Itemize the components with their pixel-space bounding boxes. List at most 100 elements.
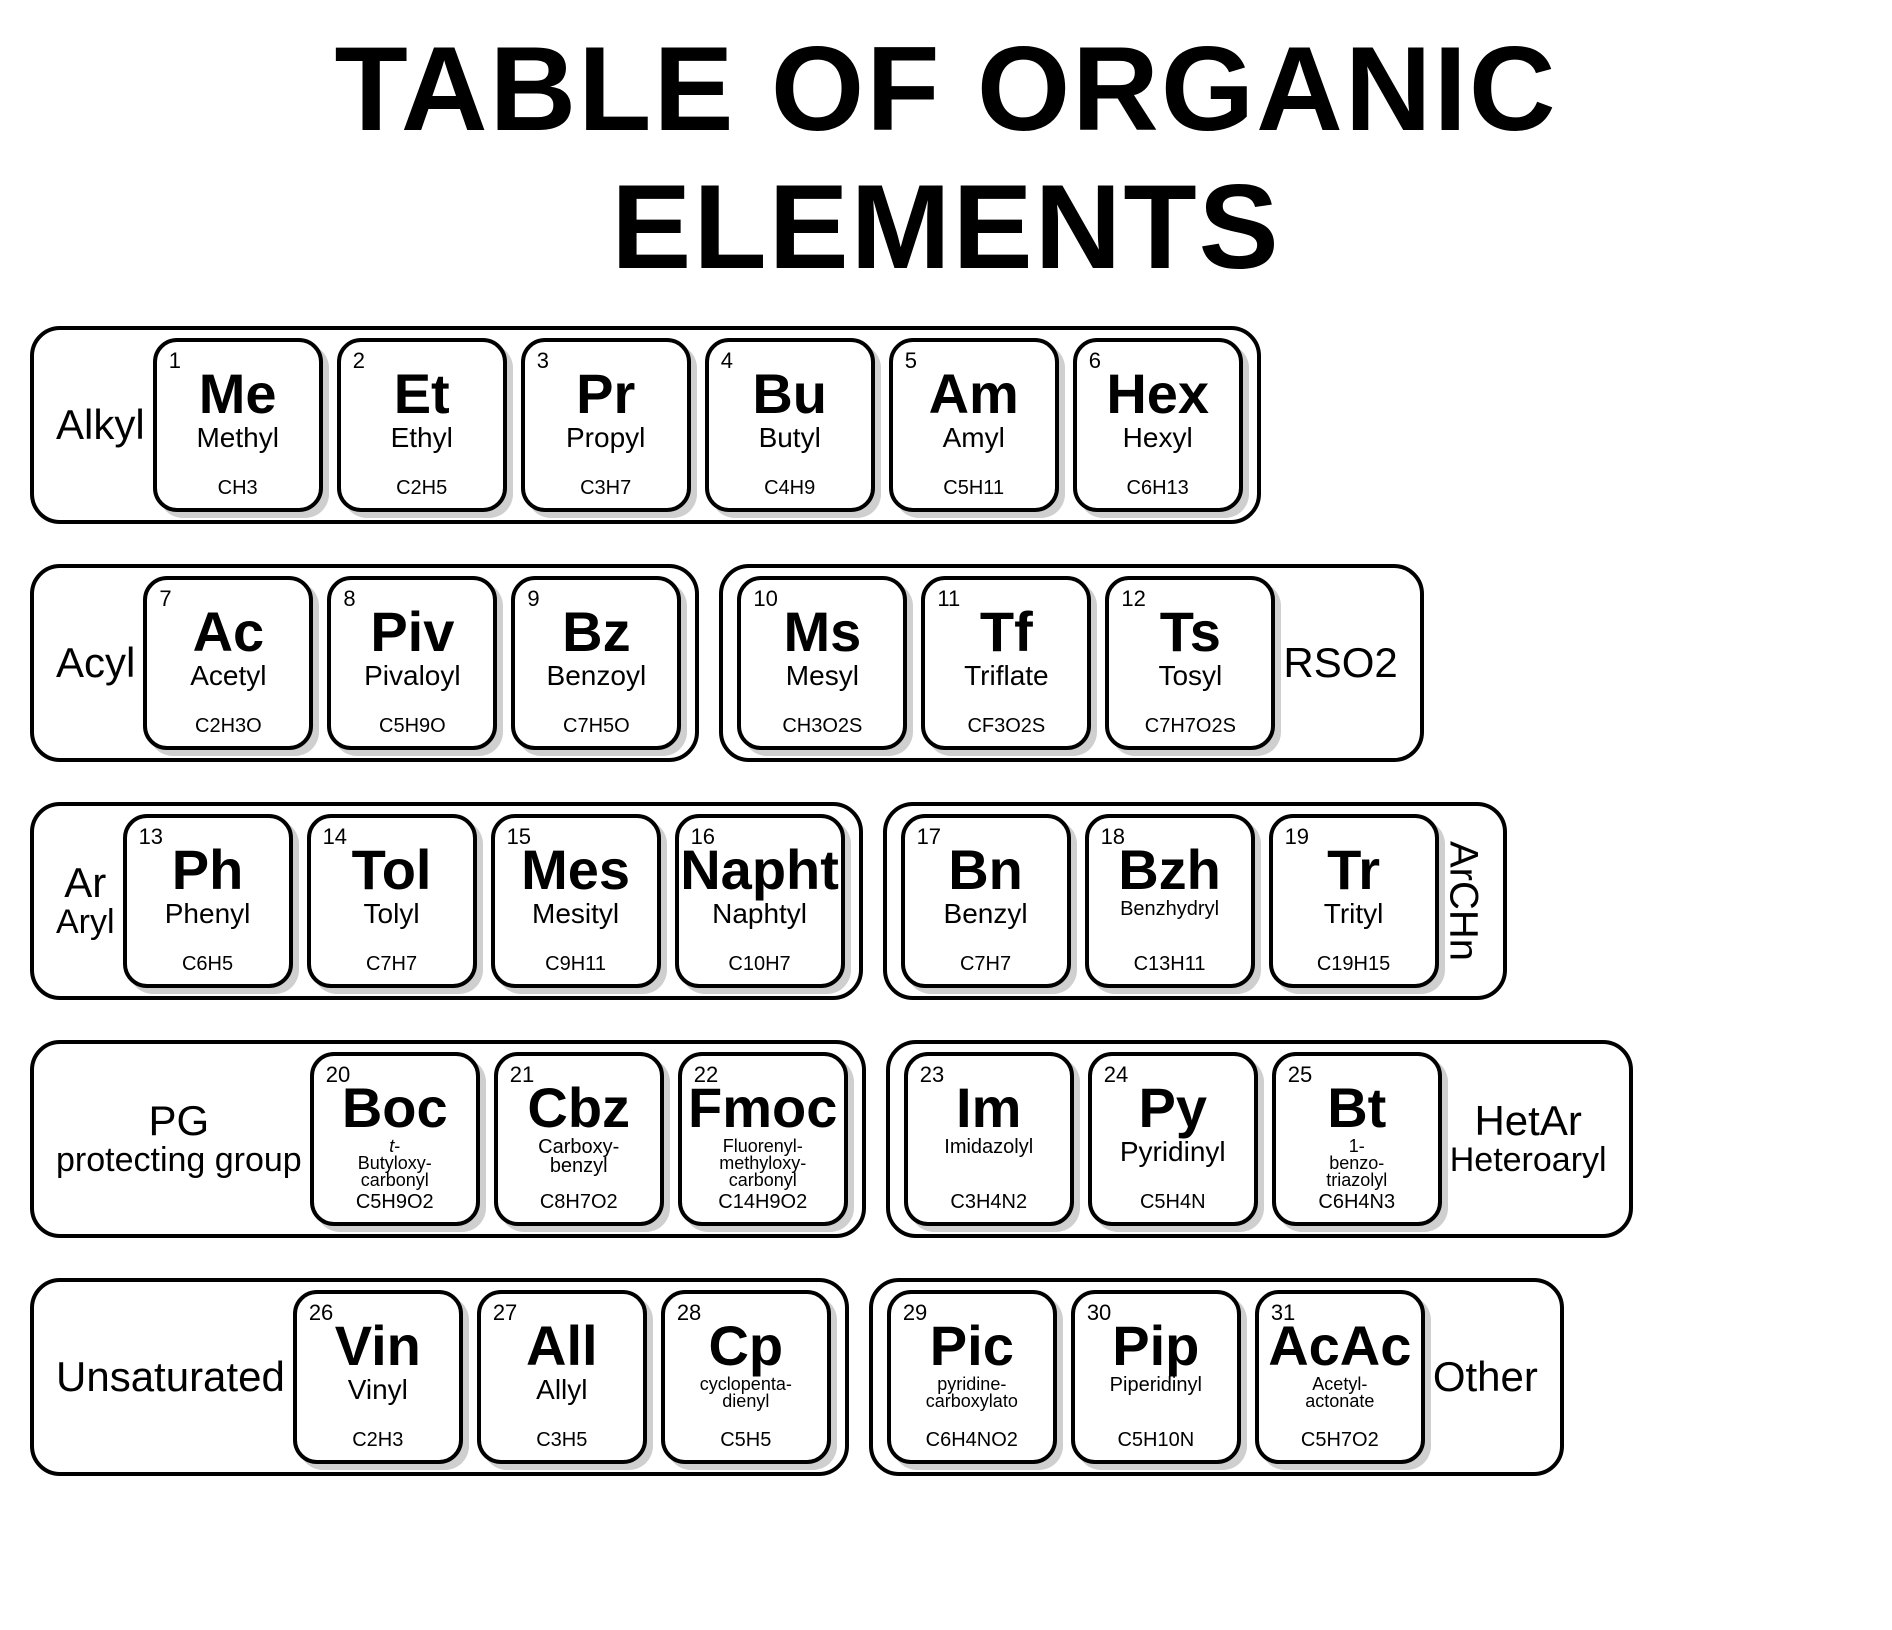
element-name: Hexyl xyxy=(1123,424,1193,452)
cards-wrap: 29Picpyridine-carboxylatoC6H4NO230PipPip… xyxy=(887,1290,1425,1464)
element-formula: CH3 xyxy=(218,477,258,500)
element-name: Vinyl xyxy=(348,1376,408,1404)
group-label: PGprotecting group xyxy=(48,1099,310,1179)
element-name: pyridine-carboxylato xyxy=(926,1376,1018,1410)
element-name: Mesyl xyxy=(786,662,859,690)
group-row: Unsaturated26VinVinylC2H327AllAllylC3H52… xyxy=(30,1278,1862,1476)
element-name: Trityl xyxy=(1324,900,1384,928)
element-number: 13 xyxy=(139,824,163,850)
element-card: 20Boct-Butyloxy-carbonylC5H9O2 xyxy=(310,1052,480,1226)
element-symbol: Ph xyxy=(172,842,244,898)
element-card: 6HexHexylC6H13 xyxy=(1073,338,1243,512)
element-formula: CF3O2S xyxy=(967,715,1045,738)
element-symbol: Im xyxy=(956,1080,1021,1136)
element-card: 14TolTolylC7H7 xyxy=(307,814,477,988)
element-number: 28 xyxy=(677,1300,701,1326)
element-number: 18 xyxy=(1101,824,1125,850)
element-symbol: Pic xyxy=(930,1318,1014,1374)
element-card: 13 PhPhenyl C6H5 xyxy=(123,814,293,988)
group-label: HetArHeteroaryl xyxy=(1442,1099,1615,1179)
element-card: 24PyPyridinylC5H4N xyxy=(1088,1052,1258,1226)
element-name: Pivaloyl xyxy=(364,662,460,690)
group-label: Alkyl xyxy=(48,403,153,447)
cards-wrap: 7AcAcetylC2H3O8PivPivaloylC5H9O9BzBenzoy… xyxy=(143,576,681,750)
element-number: 12 xyxy=(1121,586,1145,612)
element-name: Tosyl xyxy=(1158,662,1222,690)
cards-wrap: 20Boct-Butyloxy-carbonylC5H9O221CbzCarbo… xyxy=(310,1052,848,1226)
element-symbol: Py xyxy=(1138,1080,1207,1136)
element-card: 15MesMesitylC9H11 xyxy=(491,814,661,988)
element-group: Alkyl1MeMethylCH32EtEthylC2H53PrPropylC3… xyxy=(30,326,1261,524)
cards-wrap: 10MsMesylCH3O2S11TfTriflateCF3O2S12TsTos… xyxy=(737,576,1275,750)
element-number: 17 xyxy=(917,824,941,850)
group-label: ArAryl xyxy=(48,861,123,941)
element-name: Acetyl-actonate xyxy=(1305,1376,1374,1410)
element-formula: C19H15 xyxy=(1317,953,1390,976)
element-formula: CH3O2S xyxy=(782,715,862,738)
element-name: Carboxy-benzyl xyxy=(538,1138,619,1176)
element-symbol: Tol xyxy=(352,842,432,898)
element-formula: C2H5 xyxy=(396,477,447,500)
element-formula: C6H13 xyxy=(1127,477,1189,500)
element-number: 11 xyxy=(937,586,960,612)
element-card: 16NaphtNaphtylC10H7 xyxy=(675,814,845,988)
element-card: 30PipPiperidinylC5H10N xyxy=(1071,1290,1241,1464)
element-symbol: Ms xyxy=(783,604,861,660)
element-formula: C5H9O2 xyxy=(356,1191,434,1214)
element-symbol: AcAc xyxy=(1268,1318,1411,1374)
element-formula: C5H11 xyxy=(943,477,1004,500)
element-number: 20 xyxy=(326,1062,350,1088)
element-symbol: Hex xyxy=(1106,366,1209,422)
element-formula: C4H9 xyxy=(764,477,815,500)
element-formula: C5H10N xyxy=(1117,1429,1194,1452)
element-card: 10MsMesylCH3O2S xyxy=(737,576,907,750)
element-symbol: Vin xyxy=(335,1318,421,1374)
element-card: 8PivPivaloylC5H9O xyxy=(327,576,497,750)
element-symbol: Pr xyxy=(576,366,635,422)
element-symbol: Fmoc xyxy=(688,1080,837,1136)
element-name: Benzoyl xyxy=(547,662,647,690)
element-name: Allyl xyxy=(536,1376,587,1404)
element-card: 26VinVinylC2H3 xyxy=(293,1290,463,1464)
element-name: Ethyl xyxy=(391,424,453,452)
element-name: Phenyl xyxy=(165,900,251,928)
element-card: 12TsTosylC7H7O2S xyxy=(1105,576,1275,750)
element-symbol: Napht xyxy=(680,842,839,898)
element-number: 27 xyxy=(493,1300,517,1326)
element-formula: C6H4NO2 xyxy=(926,1429,1018,1452)
group-row: Acyl7AcAcetylC2H3O8PivPivaloylC5H9O9BzBe… xyxy=(30,564,1862,762)
cards-wrap: 17BnBenzylC7H718BzhBenzhydrylC13H1119TrT… xyxy=(901,814,1439,988)
element-symbol: Et xyxy=(394,366,450,422)
element-number: 4 xyxy=(721,348,733,374)
page-title: TABLE OF ORGANIC ELEMENTS xyxy=(30,20,1862,296)
element-formula: C9H11 xyxy=(545,953,606,976)
element-symbol: Bt xyxy=(1327,1080,1386,1136)
element-number: 25 xyxy=(1288,1062,1312,1088)
element-card: 25Bt1-benzo-triazolylC6H4N3 xyxy=(1272,1052,1442,1226)
element-card: 7AcAcetylC2H3O xyxy=(143,576,313,750)
element-number: 22 xyxy=(694,1062,718,1088)
element-symbol: Cp xyxy=(708,1318,783,1374)
element-symbol: Tr xyxy=(1327,842,1380,898)
element-name: 1-benzo-triazolyl xyxy=(1326,1138,1387,1189)
element-name: Methyl xyxy=(196,424,278,452)
element-name: Benzyl xyxy=(944,900,1028,928)
element-name: Imidazolyl xyxy=(944,1138,1033,1157)
element-card: 18BzhBenzhydrylC13H11 xyxy=(1085,814,1255,988)
element-formula: C13H11 xyxy=(1134,953,1206,976)
element-card: 21CbzCarboxy-benzylC8H7O2 xyxy=(494,1052,664,1226)
element-formula: C3H7 xyxy=(580,477,631,500)
element-group: Unsaturated26VinVinylC2H327AllAllylC3H52… xyxy=(30,1278,849,1476)
element-card: 9BzBenzoylC7H5O xyxy=(511,576,681,750)
element-name: Fluorenyl-methyloxy-carbonyl xyxy=(719,1138,806,1189)
element-symbol: Me xyxy=(199,366,277,422)
element-formula: C14H9O2 xyxy=(718,1191,807,1214)
element-formula: C6H5 xyxy=(182,953,233,976)
element-number: 5 xyxy=(905,348,917,374)
rows-container: Alkyl1MeMethylCH32EtEthylC2H53PrPropylC3… xyxy=(30,326,1862,1476)
element-name: Benzhydryl xyxy=(1120,900,1219,919)
element-number: 1 xyxy=(169,348,181,374)
element-card: 31AcAcAcetyl-actonateC5H7O2 xyxy=(1255,1290,1425,1464)
element-symbol: Piv xyxy=(370,604,454,660)
group-label: RSO2 xyxy=(1275,641,1405,685)
